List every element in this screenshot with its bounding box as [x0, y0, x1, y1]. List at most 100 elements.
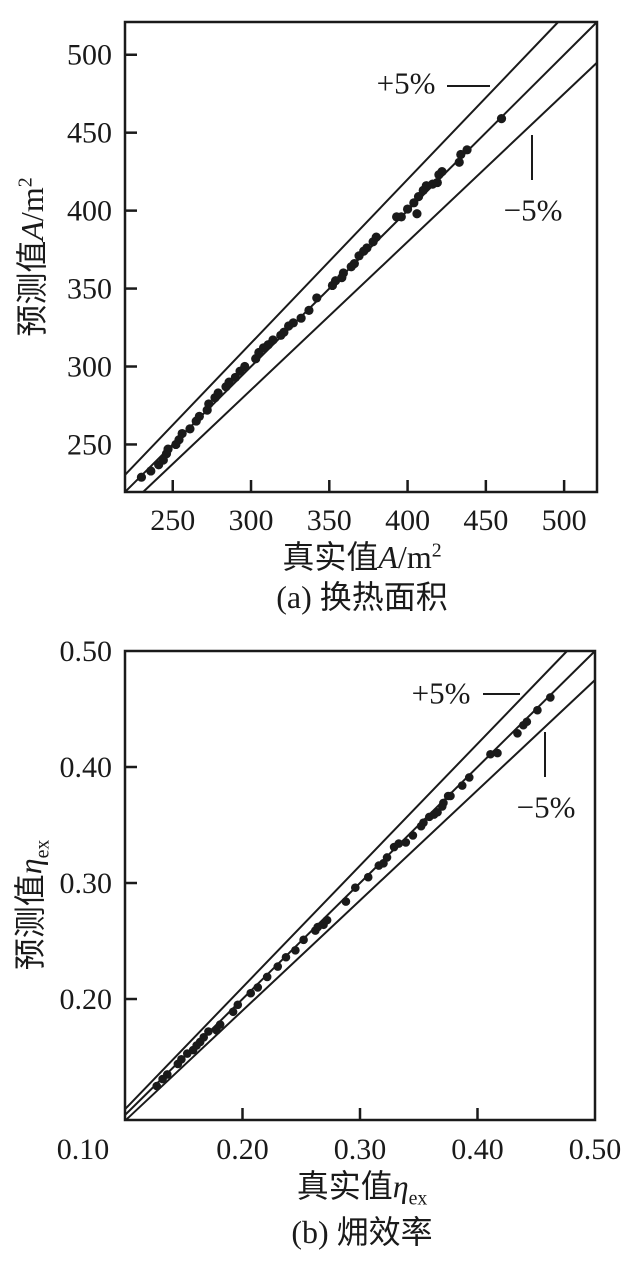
y-tick-label: 0.50: [60, 635, 113, 668]
scatter-point: [439, 798, 448, 808]
scatter-point: [493, 748, 502, 758]
scatter-point: [522, 717, 532, 727]
scatter-point: [409, 198, 419, 208]
scatter-point: [204, 399, 214, 409]
scatter-point: [194, 411, 204, 421]
scatter-point: [230, 372, 240, 383]
scatter-point: [273, 962, 283, 971]
scatter-point: [299, 935, 308, 945]
scatter-point: [363, 872, 373, 882]
scatter-point: [163, 444, 173, 454]
x-tick-label: 0.30: [334, 1133, 387, 1166]
scatter-point: [136, 472, 147, 482]
scatter-point: [446, 791, 455, 801]
scatter-point: [457, 781, 467, 790]
x-tick-label: 0.10: [57, 1133, 110, 1166]
panel-a-plus5-label: +5%: [376, 65, 436, 101]
y-tick-label: 300: [67, 351, 112, 384]
y-tick-label: 250: [67, 428, 112, 461]
ref-line-−5%: [142, 61, 598, 493]
scatter-point: [486, 749, 495, 759]
y-tick-label: 450: [67, 117, 112, 150]
y-tick-label: 0.20: [60, 983, 113, 1016]
scatter-point: [396, 212, 406, 222]
panel-b-x-axis-title: 真实值ηex: [296, 1168, 428, 1210]
scatter-point: [288, 318, 298, 328]
scatter-point: [304, 305, 314, 315]
scatter-point: [419, 818, 428, 827]
scatter-point: [312, 293, 322, 303]
scatter-point: [456, 149, 466, 160]
ref-line-−5%: [125, 679, 596, 1121]
scatter-point: [412, 209, 422, 219]
scatter-point: [240, 361, 250, 372]
scatter-point: [262, 972, 272, 982]
scatter-point: [213, 388, 223, 398]
scatter-point: [279, 327, 289, 337]
scatter-point: [433, 807, 442, 817]
x-tick-label: 400: [385, 504, 430, 537]
panel-b-minus5-label: −5%: [516, 789, 576, 825]
x-tick-label: 0.40: [451, 1133, 504, 1166]
y-tick-label: 400: [67, 195, 112, 228]
ref-line-+5%: [124, 650, 568, 1110]
scatter-point: [296, 313, 306, 323]
panel-a-minus5-label: −5%: [503, 192, 563, 228]
scatter-point: [362, 243, 372, 253]
scatter-point: [341, 897, 351, 906]
scatter-point: [351, 883, 360, 892]
scatter-point: [454, 157, 464, 167]
scatter-point: [233, 1000, 243, 1010]
scatter-point: [413, 191, 424, 202]
scatter-point: [204, 1027, 213, 1036]
scatter-point: [253, 983, 263, 992]
y-tick-label: 350: [67, 273, 112, 306]
scatter-point: [462, 145, 472, 155]
scatter-point: [437, 167, 447, 177]
scatter-point: [199, 1032, 209, 1042]
scatter-point: [163, 1070, 172, 1079]
scatter-point: [533, 705, 542, 715]
scatter-point: [408, 831, 418, 840]
x-tick-label: 0.50: [569, 1133, 622, 1166]
scatter-point: [224, 377, 234, 387]
scatter-point: [371, 232, 381, 242]
scatter-point: [402, 204, 413, 214]
panel-a-x-axis-title: 真实值A/m2: [282, 539, 442, 575]
scatter-point: [546, 693, 555, 702]
scatter-point: [382, 853, 392, 862]
scatter-point: [322, 915, 332, 925]
scatter-point: [215, 1020, 225, 1029]
y-tick-label: 0.40: [60, 751, 113, 784]
panel-b-plus5-label: +5%: [411, 675, 471, 711]
ref-line-+5%: [124, 21, 559, 476]
y-tick-label: 0.30: [60, 867, 113, 900]
panel-b-y-axis-title: 预测值ηex: [12, 839, 54, 971]
scatter-point: [246, 988, 256, 998]
scatter-point: [291, 945, 300, 955]
x-tick-label: 300: [229, 504, 274, 537]
x-tick-label: 250: [150, 504, 195, 537]
panel-a-y-axis-title: 预测值A/m2: [14, 177, 50, 337]
scatter-point: [513, 729, 522, 738]
scatter-point: [185, 424, 195, 434]
panel-a-caption: (a) 换热面积: [276, 579, 448, 615]
x-tick-label: 350: [307, 504, 352, 537]
scatter-point: [432, 177, 442, 188]
scatter-point: [401, 838, 411, 847]
x-tick-label: 0.20: [216, 1133, 269, 1166]
scatter-point: [268, 335, 278, 345]
plot-frame: [123, 20, 599, 494]
scatter-point: [152, 1081, 162, 1091]
x-tick-label: 500: [542, 504, 587, 537]
y-tick-label: 500: [67, 39, 112, 72]
scatter-point: [496, 114, 507, 124]
scatter-point: [177, 428, 187, 439]
scatter-point: [338, 268, 348, 278]
scatter-point: [146, 466, 156, 476]
scatter-point: [228, 1007, 238, 1017]
scatter-point: [349, 259, 359, 269]
panel-b-caption: (b) 㶲效率: [291, 1214, 433, 1250]
